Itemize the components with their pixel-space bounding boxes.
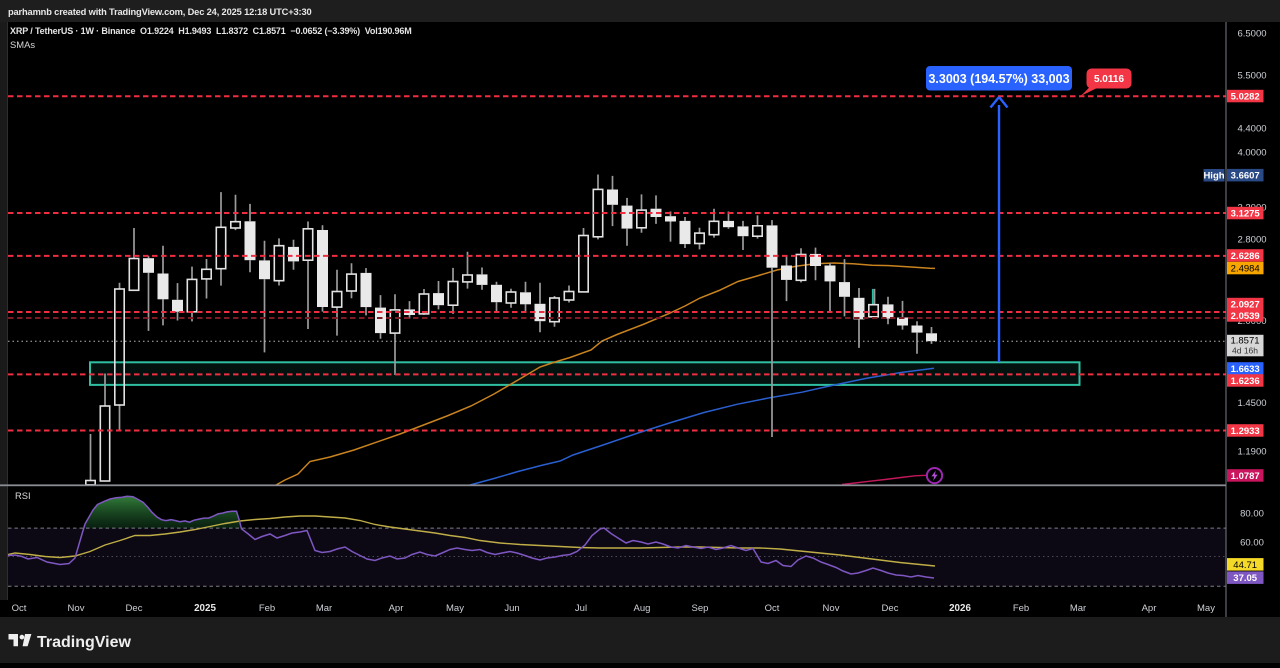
- svg-text:Oct: Oct: [12, 603, 27, 614]
- svg-text:3.6607: 3.6607: [1231, 171, 1260, 182]
- svg-text:2.8000: 2.8000: [1237, 235, 1266, 246]
- svg-text:Dec: Dec: [126, 603, 143, 614]
- svg-text:Jun: Jun: [504, 603, 519, 614]
- svg-text:1.0787: 1.0787: [1231, 471, 1260, 482]
- svg-text:2.0927: 2.0927: [1231, 299, 1260, 310]
- svg-text:Oct: Oct: [765, 603, 780, 614]
- svg-text:44.71: 44.71: [1233, 560, 1257, 571]
- svg-text:2.4984: 2.4984: [1231, 263, 1260, 274]
- svg-text:80.00: 80.00: [1240, 509, 1264, 520]
- svg-text:Aug: Aug: [634, 603, 651, 614]
- svg-text:2.0539: 2.0539: [1231, 311, 1260, 322]
- svg-text:Apr: Apr: [389, 603, 404, 614]
- svg-text:1.6236: 1.6236: [1231, 376, 1260, 387]
- svg-text:1.2933: 1.2933: [1231, 426, 1260, 437]
- svg-text:5.0282: 5.0282: [1231, 91, 1260, 102]
- svg-text:3.3003 (194.57%) 33,003: 3.3003 (194.57%) 33,003: [928, 72, 1069, 86]
- svg-text:2026: 2026: [949, 603, 971, 614]
- svg-text:2.6286: 2.6286: [1231, 251, 1260, 262]
- svg-text:6.5000: 6.5000: [1237, 29, 1266, 40]
- svg-text:4.0000: 4.0000: [1237, 148, 1266, 159]
- svg-text:60.00: 60.00: [1240, 538, 1264, 549]
- svg-text:Mar: Mar: [316, 603, 332, 614]
- svg-text:Jul: Jul: [575, 603, 587, 614]
- svg-text:RSI: RSI: [15, 490, 31, 501]
- svg-text:2025: 2025: [194, 603, 216, 614]
- svg-text:May: May: [446, 603, 464, 614]
- svg-text:37.05: 37.05: [1233, 573, 1257, 584]
- svg-text:1.1900: 1.1900: [1237, 447, 1266, 458]
- svg-text:High: High: [1203, 171, 1224, 182]
- svg-text:TradingView: TradingView: [37, 634, 132, 651]
- svg-text:SMAs: SMAs: [10, 39, 35, 50]
- svg-text:Nov: Nov: [68, 603, 85, 614]
- svg-text:1.6633: 1.6633: [1231, 364, 1260, 375]
- svg-text:1.4500: 1.4500: [1237, 398, 1266, 409]
- svg-text:Dec: Dec: [882, 603, 899, 614]
- svg-text:Feb: Feb: [259, 603, 275, 614]
- svg-text:Feb: Feb: [1013, 603, 1029, 614]
- svg-text:5.0116: 5.0116: [1094, 74, 1124, 85]
- svg-text:4.4000: 4.4000: [1237, 124, 1266, 135]
- svg-text:5.5000: 5.5000: [1237, 71, 1266, 82]
- svg-text:parhamnb created with TradingV: parhamnb created with TradingView.com, D…: [8, 7, 311, 17]
- svg-text:XRP / TetherUS · 1W · Binance: XRP / TetherUS · 1W · Binance O1.9224 H1…: [10, 26, 412, 36]
- svg-text:Sep: Sep: [692, 603, 709, 614]
- svg-text:Mar: Mar: [1070, 603, 1086, 614]
- svg-text:3.1275: 3.1275: [1231, 208, 1261, 219]
- svg-text:1.8571: 1.8571: [1230, 336, 1259, 347]
- svg-text:Nov: Nov: [823, 603, 840, 614]
- svg-text:Apr: Apr: [1142, 603, 1157, 614]
- svg-text:4d 16h: 4d 16h: [1232, 346, 1258, 356]
- svg-text:May: May: [1197, 603, 1215, 614]
